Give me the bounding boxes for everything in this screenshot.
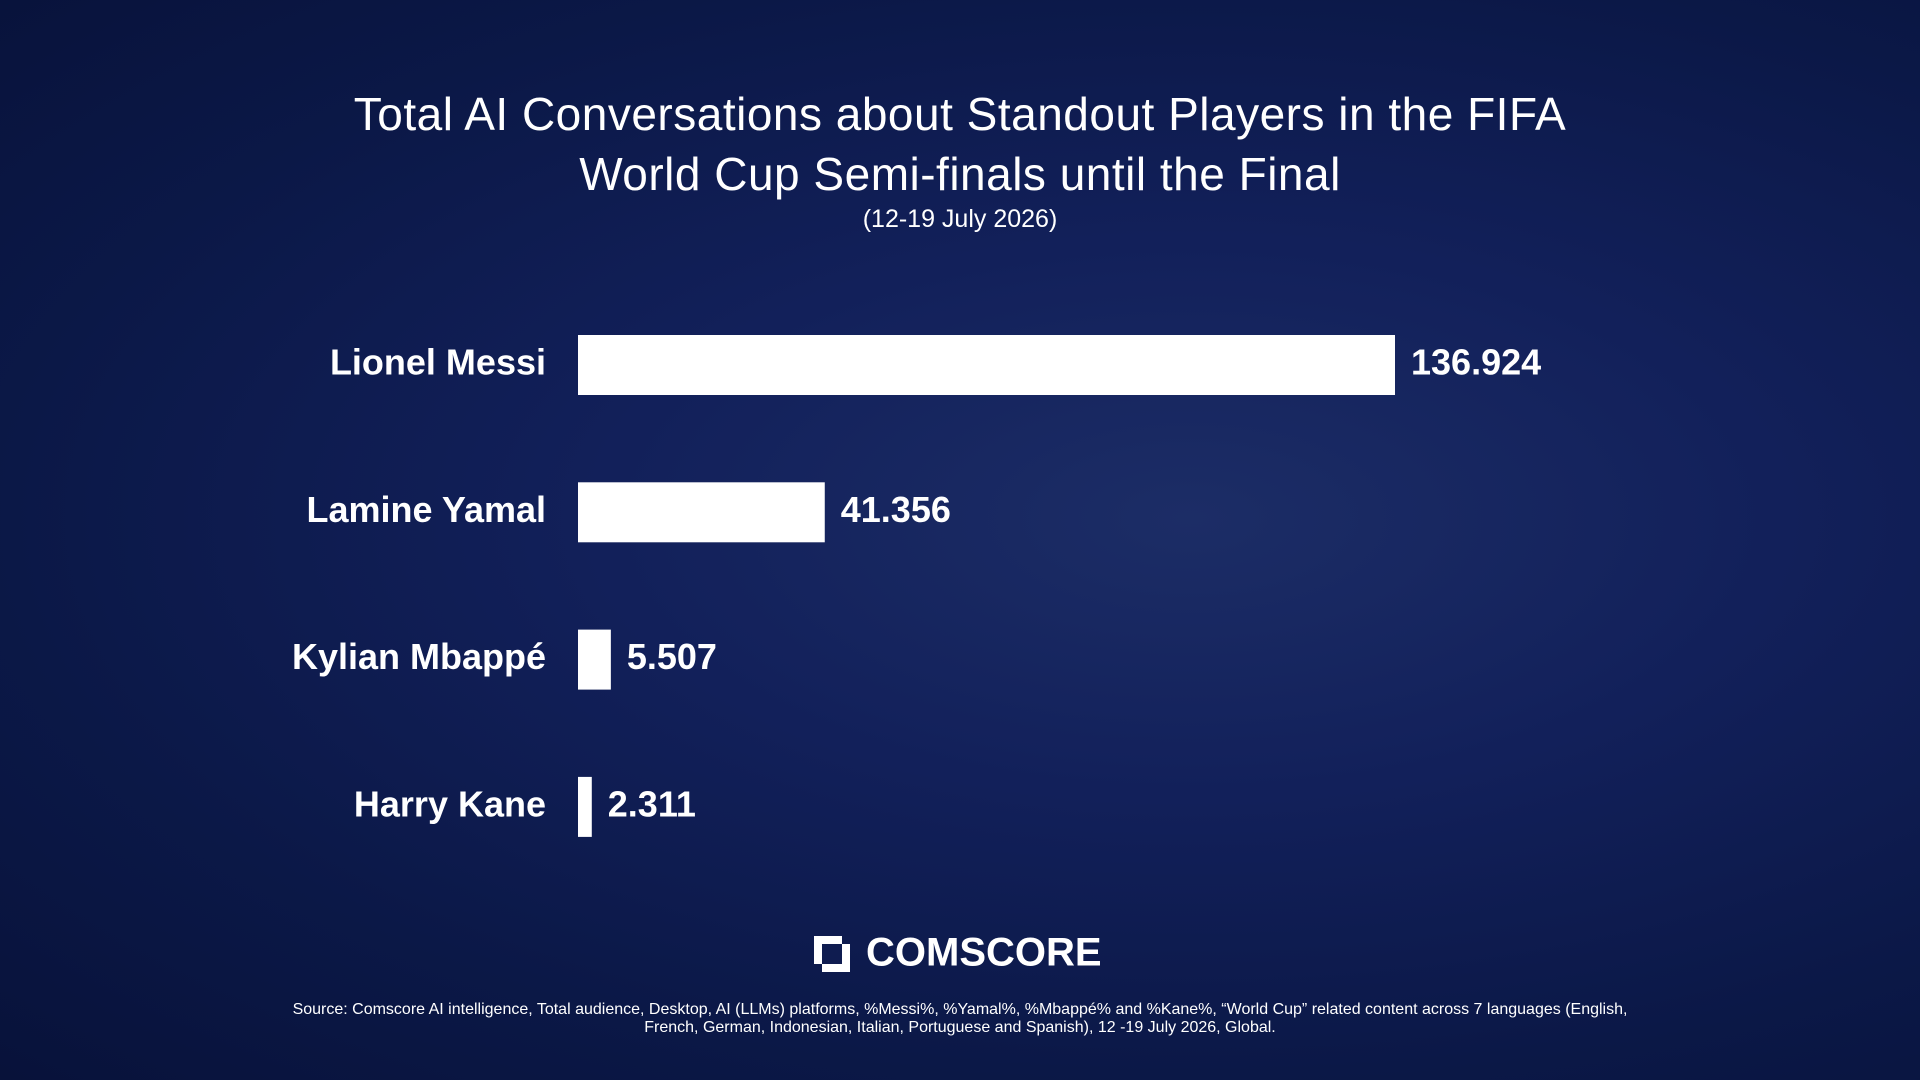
bar <box>578 335 1395 395</box>
value-label: 2.311 <box>608 783 696 824</box>
chart-subtitle: (12-19 July 2026) <box>862 205 1058 233</box>
bar <box>578 776 592 837</box>
category-label: Harry Kane <box>354 783 546 824</box>
category-label: Kylian Mbappé <box>292 636 546 677</box>
category-label: Lamine Yamal <box>307 489 546 530</box>
bar <box>578 629 611 690</box>
value-label: 136.924 <box>1411 342 1541 383</box>
bar <box>578 482 825 543</box>
value-label: 41.356 <box>841 489 951 530</box>
source-note: Source: Comscore AI intelligence, Total … <box>292 1001 1628 1036</box>
logo-text: COMSCORE <box>866 931 1102 975</box>
logo-icon <box>814 936 850 972</box>
value-label: 5.507 <box>627 636 717 677</box>
chart-title: Total AI Conversations about Standout Pl… <box>353 88 1567 200</box>
category-label: Lionel Messi <box>330 342 546 383</box>
